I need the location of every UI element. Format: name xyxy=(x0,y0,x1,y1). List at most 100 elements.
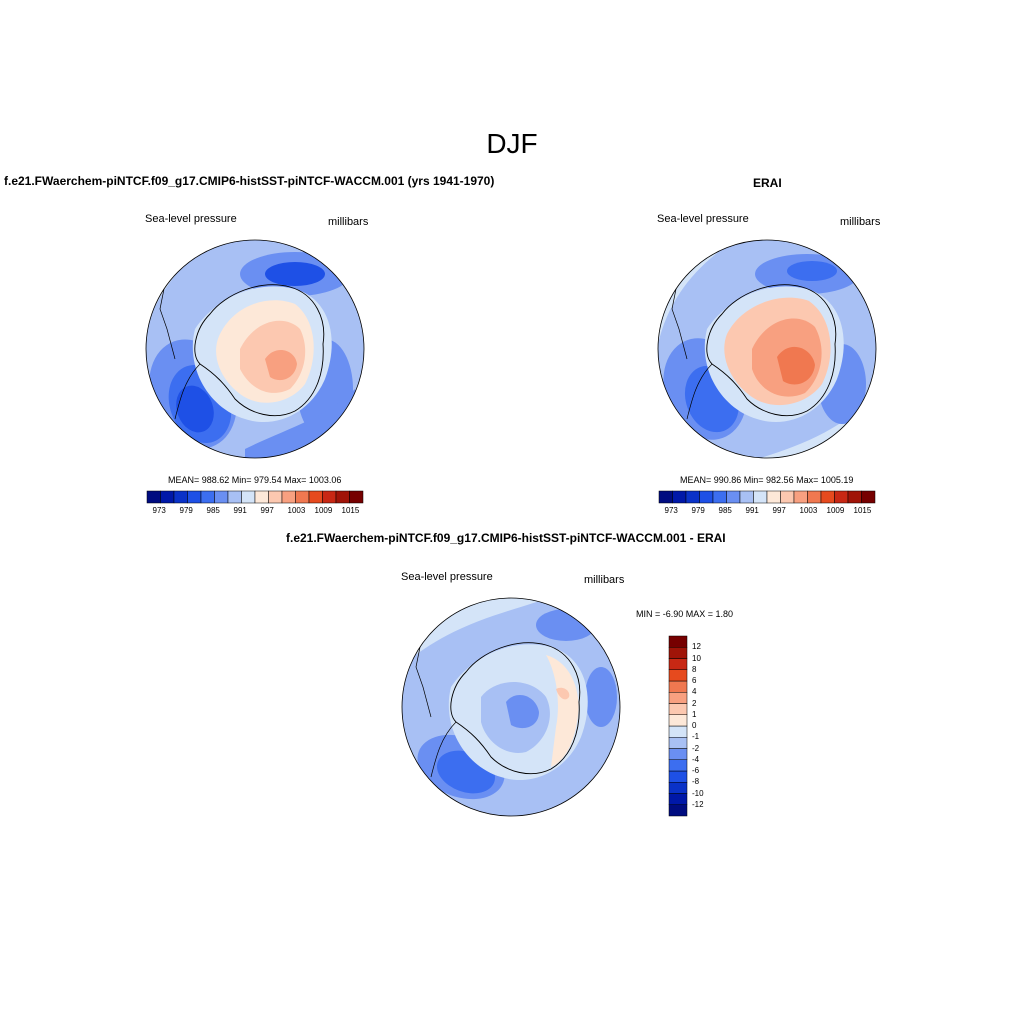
colorbar-swatch xyxy=(268,490,283,504)
colorbar-swatch xyxy=(668,804,688,817)
figure-title: DJF xyxy=(486,128,538,159)
colorbar-swatch xyxy=(668,759,688,772)
colorbar-swatch xyxy=(672,490,687,504)
colorbar-swatch xyxy=(308,490,323,504)
colorbar-tick-label: 985 xyxy=(206,506,220,515)
colorbar-swatch xyxy=(214,490,229,504)
panel3-polar-map xyxy=(401,597,621,817)
colorbar-swatch xyxy=(281,490,296,504)
colorbar-swatch xyxy=(834,490,849,504)
colorbar-swatch xyxy=(160,490,175,504)
colorbar-swatch xyxy=(322,490,337,504)
colorbar-swatch xyxy=(668,793,688,805)
colorbar-swatch xyxy=(227,490,242,504)
panel3-colorbar-labels: 12 10 8 6 4 2 1 0 -1 -2 -4 -6 -8 -10 -12 xyxy=(692,636,732,816)
colorbar-swatch xyxy=(668,748,688,760)
colorbar-tick-label: 997 xyxy=(260,506,274,515)
colorbar-swatch xyxy=(753,490,768,504)
panel2-title: ERAI xyxy=(753,176,782,190)
panel1-title: f.e21.FWaerchem-piNTCF.f09_g17.CMIP6-his… xyxy=(4,174,495,188)
colorbar-swatch xyxy=(820,490,835,504)
colorbar-swatch xyxy=(780,490,795,504)
colorbar-tick-label: 973 xyxy=(152,506,166,515)
colorbar-tick-label: 997 xyxy=(772,506,786,515)
colorbar-swatch xyxy=(295,490,310,504)
colorbar-tick-label: 991 xyxy=(745,506,759,515)
colorbar-swatch xyxy=(668,692,688,704)
panel2-polar-map xyxy=(657,239,877,459)
colorbar-tick-label: 10 xyxy=(692,653,701,663)
colorbar-tick-label: -8 xyxy=(692,777,700,787)
colorbar-tick-label: 1015 xyxy=(341,506,360,515)
panel3-variable: Sea-level pressure xyxy=(401,571,493,583)
colorbar-tick-label: 12 xyxy=(692,642,701,652)
panel3-title: f.e21.FWaerchem-piNTCF.f09_g17.CMIP6-his… xyxy=(286,531,726,545)
colorbar-swatch xyxy=(861,490,876,504)
colorbar-swatch xyxy=(685,490,700,504)
panel1-variable: Sea-level pressure xyxy=(145,213,237,225)
colorbar-tick-label: -1 xyxy=(692,732,700,742)
colorbar-swatch xyxy=(187,490,202,504)
colorbar-swatch xyxy=(712,490,727,504)
colorbar-tick-label: 1009 xyxy=(826,506,845,515)
colorbar-tick-label: 979 xyxy=(179,506,193,515)
colorbar-swatch xyxy=(668,770,688,783)
colorbar-swatch xyxy=(766,490,781,504)
colorbar-swatch xyxy=(200,490,215,504)
colorbar-tick-label: 973 xyxy=(664,506,678,515)
colorbar-tick-label: 2 xyxy=(692,698,697,708)
colorbar-tick-label: 4 xyxy=(692,687,697,697)
colorbar-swatch xyxy=(668,703,688,715)
colorbar-swatch xyxy=(668,782,688,794)
colorbar-swatch xyxy=(254,490,269,504)
colorbar-tick-label: 991 xyxy=(233,506,247,515)
panel1-polar-map xyxy=(145,239,365,459)
panel3-stats: MIN = -6.90 MAX = 1.80 xyxy=(636,609,734,619)
panel1-units: millibars xyxy=(328,216,369,228)
colorbar-tick-label: 1 xyxy=(692,709,697,719)
colorbar-swatch xyxy=(349,490,364,504)
colorbar-tick-label: 6 xyxy=(692,676,697,685)
colorbar-swatch xyxy=(668,647,688,659)
colorbar-tick-label: -10 xyxy=(692,788,704,798)
colorbar-tick-label: 1003 xyxy=(799,506,818,515)
colorbar-swatch xyxy=(847,490,862,504)
colorbar-swatch xyxy=(658,490,673,504)
colorbar-swatch xyxy=(699,490,714,504)
colorbar-tick-label: 1015 xyxy=(853,506,872,515)
panel2-variable: Sea-level pressure xyxy=(657,213,749,225)
panel3-units: millibars xyxy=(584,574,625,586)
colorbar-tick-label: -12 xyxy=(692,799,704,809)
panel2-stats: MEAN= 990.86 Min= 982.56 Max= 1005.19 xyxy=(680,475,854,485)
colorbar-tick-label: 1003 xyxy=(287,506,306,515)
colorbar-swatch xyxy=(807,490,822,504)
colorbar-swatch xyxy=(668,725,688,738)
panel1-stats: MEAN= 988.62 Min= 979.54 Max= 1003.06 xyxy=(168,475,342,485)
colorbar-swatch xyxy=(668,658,688,670)
colorbar-tick-label: 985 xyxy=(718,506,732,515)
panel1-colorbar-labels: 973 979 985 991 997 1003 1009 1015 xyxy=(147,506,363,518)
panel2-units: millibars xyxy=(840,216,881,228)
colorbar-tick-label: 8 xyxy=(692,664,697,674)
colorbar-swatch xyxy=(668,680,688,693)
panel2-colorbar-labels: 973 979 985 991 997 1003 1009 1015 xyxy=(659,506,875,518)
colorbar-swatch xyxy=(668,737,688,749)
colorbar-tick-label: -6 xyxy=(692,766,700,775)
colorbar-swatch xyxy=(241,490,256,504)
panel2-colorbar xyxy=(658,490,876,504)
colorbar-tick-label: 1009 xyxy=(314,506,333,515)
colorbar-swatch xyxy=(668,714,688,727)
panel3-colorbar xyxy=(668,635,688,817)
colorbar-tick-label: -2 xyxy=(692,743,700,753)
colorbar-swatch xyxy=(739,490,754,504)
colorbar-swatch xyxy=(668,635,688,648)
colorbar-tick-label: -4 xyxy=(692,754,700,764)
colorbar-swatch xyxy=(668,669,688,682)
colorbar-swatch xyxy=(173,490,188,504)
colorbar-swatch xyxy=(335,490,350,504)
colorbar-swatch xyxy=(146,490,161,504)
colorbar-swatch xyxy=(793,490,808,504)
panel1-colorbar xyxy=(146,490,364,504)
colorbar-tick-label: 0 xyxy=(692,721,697,730)
colorbar-swatch xyxy=(726,490,741,504)
